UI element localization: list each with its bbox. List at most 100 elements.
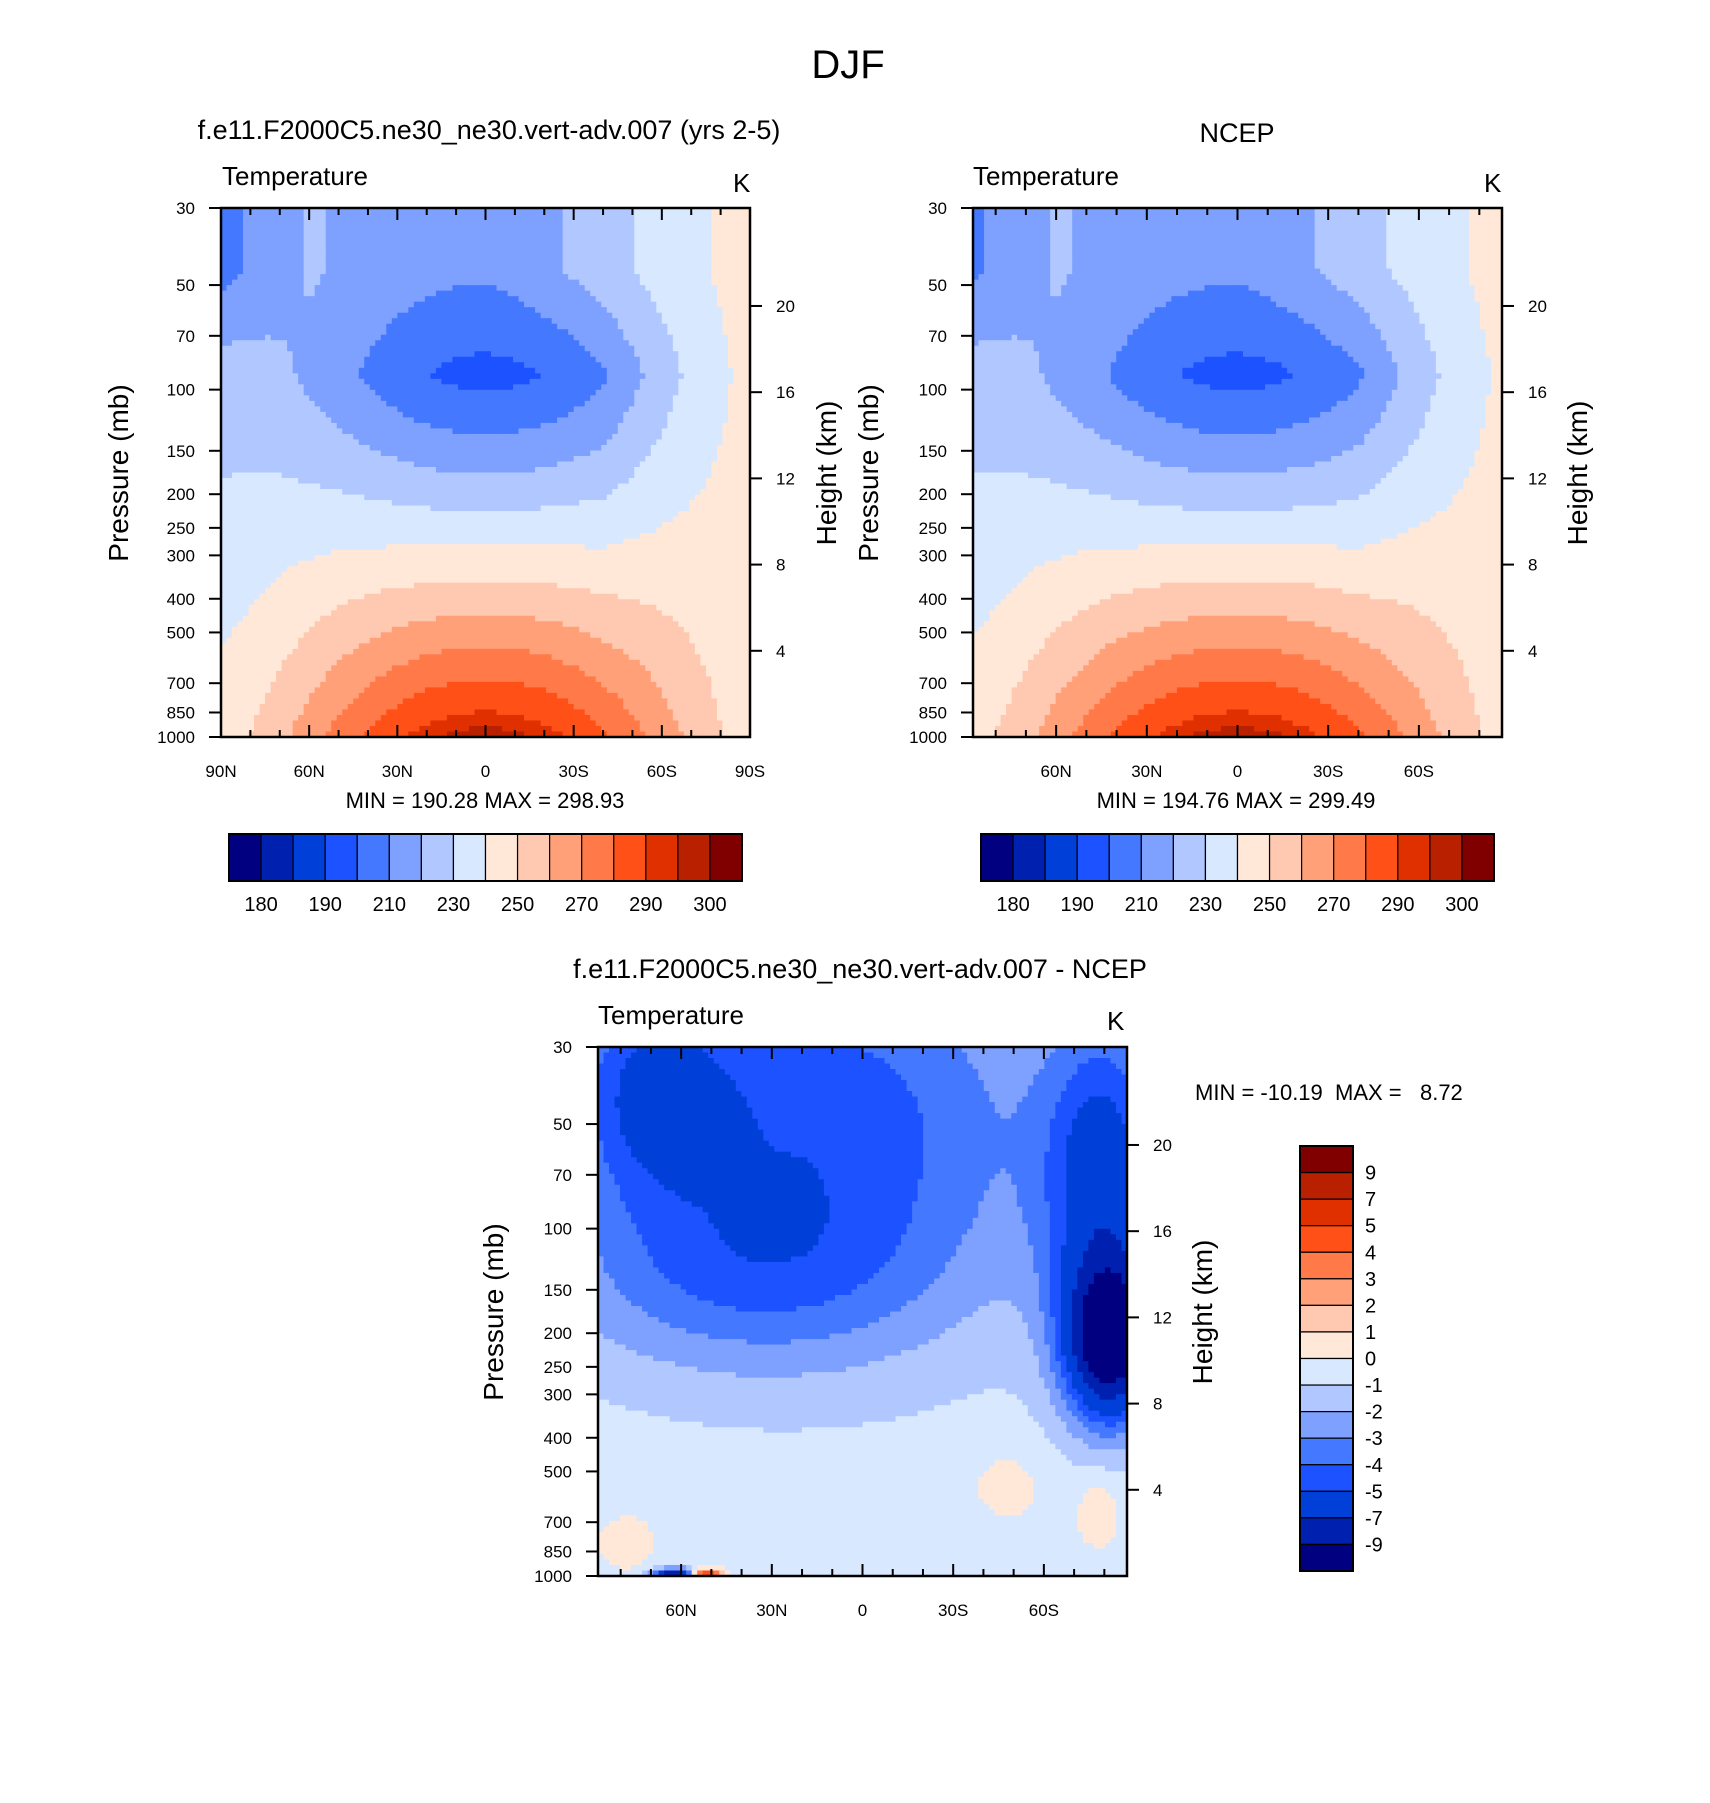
contour-cell: [573, 367, 580, 374]
contour-cell: [463, 472, 470, 479]
contour-cell: [408, 428, 415, 435]
contour-cell: [292, 263, 299, 270]
contour-cell: [331, 213, 338, 220]
contour-cell: [226, 439, 233, 446]
contour-cell: [386, 489, 393, 496]
contour-cell: [270, 422, 277, 430]
contour-cell: [386, 367, 393, 374]
contour-cell: [408, 257, 415, 264]
contour-cell: [457, 230, 465, 237]
contour-cell: [419, 296, 426, 303]
contour-cell: [336, 384, 343, 391]
contour-cell: [386, 301, 393, 308]
contour-cell: [579, 235, 586, 242]
contour-cell: [364, 219, 371, 226]
contour-cell: [661, 351, 668, 358]
contour-cell: [237, 252, 244, 259]
contour-cell: [491, 257, 498, 264]
contour-cell: [606, 252, 613, 259]
contour-cell: [353, 296, 360, 303]
contour-cell: [309, 362, 316, 369]
contour-cell: [463, 356, 470, 363]
contour-cell: [419, 268, 426, 275]
contour-cell: [226, 230, 233, 237]
contour-cell: [331, 444, 338, 452]
contour-cell: [226, 268, 233, 275]
contour-cell: [507, 378, 514, 385]
contour-cell: [254, 213, 261, 220]
contour-cell: [661, 428, 668, 435]
contour-cell: [661, 334, 668, 341]
contour-cell: [590, 466, 597, 474]
contour-cell: [446, 461, 454, 468]
contour-cell: [606, 290, 613, 297]
contour-cell: [221, 417, 228, 424]
contour-cell: [435, 417, 443, 424]
contour-cell: [419, 224, 426, 231]
contour-cell: [325, 230, 332, 237]
contour-cell: [479, 384, 487, 391]
contour-cell: [325, 329, 332, 336]
contour-cell: [364, 334, 371, 341]
contour-cell: [678, 230, 685, 237]
contour-cell: [700, 235, 707, 242]
contour-cell: [369, 378, 376, 385]
contour-cell: [711, 252, 718, 259]
contour-cell: [243, 268, 250, 275]
contour-cell: [474, 340, 481, 347]
contour-cell: [331, 433, 338, 441]
contour-cell: [705, 340, 713, 347]
contour-cell: [551, 367, 558, 374]
contour-cell: [612, 340, 619, 347]
contour-cell: [485, 428, 492, 435]
contour-cell: [463, 478, 470, 485]
contour-cell: [402, 219, 409, 226]
contour-cell: [259, 444, 266, 452]
contour-cell: [584, 384, 591, 391]
contour-cell: [639, 213, 646, 220]
contour-cell: [342, 422, 349, 430]
contour-cell: [584, 246, 591, 253]
contour-cell: [303, 257, 310, 264]
contour-cell: [457, 307, 465, 314]
contour-cell: [601, 439, 608, 446]
contour-cell: [733, 478, 740, 485]
contour-cell: [430, 224, 437, 231]
contour-cell: [298, 422, 305, 430]
contour-cell: [314, 384, 321, 391]
contour-cell: [579, 274, 586, 281]
contour-cell: [617, 312, 624, 319]
contour-cell: [386, 246, 393, 253]
contour-cell: [645, 373, 652, 380]
contour-cell: [529, 274, 536, 281]
contour-cell: [375, 334, 382, 341]
contour-cell: [491, 208, 498, 215]
contour-cell: [623, 307, 630, 314]
contour-cell: [711, 422, 718, 430]
contour-cell: [347, 252, 354, 259]
contour-cell: [579, 351, 586, 358]
contour-cell: [331, 345, 338, 352]
contour-cell: [292, 340, 299, 347]
contour-cell: [353, 455, 360, 463]
contour-cell: [623, 489, 630, 496]
contour-cell: [413, 219, 420, 226]
contour-cell: [430, 373, 437, 380]
contour-cell: [601, 356, 608, 363]
contour-cell: [276, 389, 283, 396]
contour-cell: [347, 356, 354, 363]
contour-cell: [617, 257, 624, 264]
contour-cell: [524, 345, 531, 352]
contour-cell: [513, 241, 520, 248]
contour-cell: [496, 208, 503, 215]
model-left-label: Temperature: [222, 161, 368, 191]
contour-cell: [634, 279, 641, 286]
contour-cell: [667, 230, 674, 237]
contour-cell: [634, 389, 641, 396]
contour-cell: [722, 285, 729, 292]
contour-cell: [479, 318, 487, 325]
contour-cell: [716, 279, 724, 286]
contour-cell: [221, 411, 228, 418]
contour-cell: [441, 489, 448, 496]
contour-cell: [485, 373, 492, 380]
